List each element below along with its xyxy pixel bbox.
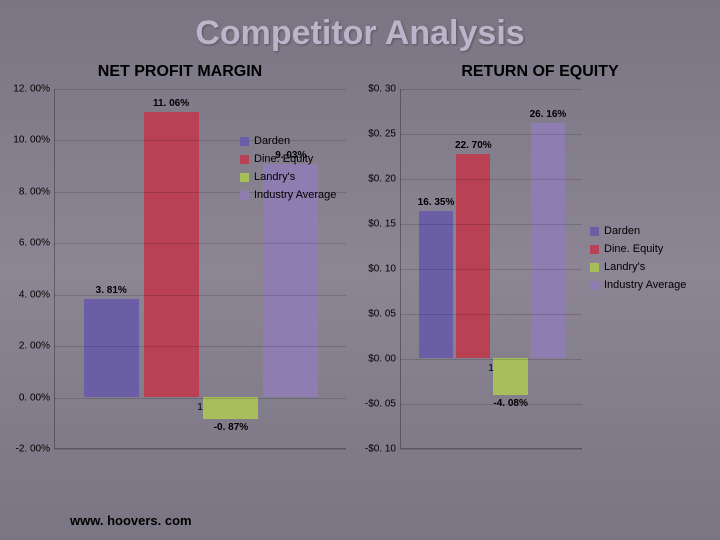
- x-axis-label: 1: [488, 363, 494, 467]
- legend-item-darden: Darden: [240, 135, 350, 147]
- legend-item-darden: Darden: [590, 225, 710, 237]
- gridline: [400, 359, 582, 360]
- gridline: [400, 89, 582, 90]
- legend-label: Dine. Equity: [604, 243, 663, 255]
- legend-item-industry: Industry Average: [590, 279, 710, 291]
- footer-url: www. hoovers. com: [70, 513, 192, 528]
- legend-swatch: [590, 227, 599, 236]
- bar-landrys: [493, 358, 527, 395]
- legend-swatch: [240, 137, 249, 146]
- y-axis-label: $0. 20: [352, 174, 396, 185]
- legend-label: Landry's: [254, 171, 295, 183]
- left-legend: Darden Dine. Equity Landry's Industry Avera…: [240, 129, 350, 207]
- legend-label: Darden: [604, 225, 640, 237]
- legend-label: Industry Average: [604, 279, 686, 291]
- legend-item-landrys: Landry's: [590, 261, 710, 273]
- y-axis-label: $0. 05: [352, 309, 396, 320]
- y-axis-label: 4. 00%: [6, 289, 50, 300]
- gridline: [400, 134, 582, 135]
- y-axis-label: -$0. 05: [352, 399, 396, 410]
- bar-dineequity: [144, 112, 199, 396]
- y-axis-label: 10. 00%: [6, 135, 50, 146]
- legend-label: Landry's: [604, 261, 645, 273]
- bar-darden: [419, 211, 453, 358]
- legend-item-dineequity: Dine. Equity: [590, 243, 710, 255]
- gridline: [400, 224, 582, 225]
- legend-swatch: [590, 245, 599, 254]
- bar-label-industry: 26. 16%: [530, 109, 567, 120]
- left-chart-title: NET PROFIT MARGIN: [0, 63, 360, 81]
- gridline: [54, 89, 346, 90]
- gridline: [400, 179, 582, 180]
- legend-swatch: [590, 281, 599, 290]
- right-chart-title: RETURN OF EQUITY: [360, 63, 720, 81]
- legend-label: Dine. Equity: [254, 153, 313, 165]
- legend-swatch: [240, 155, 249, 164]
- legend-item-industry: Industry Average: [240, 189, 350, 201]
- legend-item-dineequity: Dine. Equity: [240, 153, 350, 165]
- x-axis-label: 1: [197, 402, 203, 467]
- gridline: [54, 346, 346, 347]
- gridline: [400, 269, 582, 270]
- bar-industry: [531, 123, 565, 358]
- gridline: [54, 398, 346, 399]
- y-axis-label: -$0. 10: [352, 444, 396, 455]
- gridline: [400, 314, 582, 315]
- right-legend: Darden Dine. Equity Landry's Industry Avera…: [590, 219, 710, 297]
- page-title: Competitor Analysis: [0, 0, 720, 53]
- y-axis-label: 12. 00%: [6, 84, 50, 95]
- y-axis-label: 0. 00%: [6, 392, 50, 403]
- y-axis-label: 6. 00%: [6, 238, 50, 249]
- legend-swatch: [590, 263, 599, 272]
- y-axis-label: $0. 25: [352, 129, 396, 140]
- gridline: [54, 295, 346, 296]
- bar-darden: [84, 299, 139, 397]
- bar-label-dineequity: 11. 06%: [153, 98, 189, 109]
- gridline: [54, 243, 346, 244]
- y-axis-label: $0. 15: [352, 219, 396, 230]
- bar-landrys: [203, 397, 258, 419]
- bar-label-darden: 16. 35%: [418, 197, 455, 208]
- bar-dineequity: [456, 154, 490, 358]
- y-axis-label: $0. 10: [352, 264, 396, 275]
- y-axis-label: $0. 30: [352, 84, 396, 95]
- y-axis-label: -2. 00%: [6, 444, 50, 455]
- y-axis-label: 2. 00%: [6, 341, 50, 352]
- bar-label-dineequity: 22. 70%: [455, 140, 492, 151]
- legend-swatch: [240, 173, 249, 182]
- legend-label: Darden: [254, 135, 290, 147]
- y-axis-label: 8. 00%: [6, 186, 50, 197]
- y-axis-label: $0. 00: [352, 354, 396, 365]
- legend-swatch: [240, 191, 249, 200]
- bar-label-landrys: -0. 87%: [214, 422, 248, 433]
- legend-label: Industry Average: [254, 189, 336, 201]
- legend-item-landrys: Landry's: [240, 171, 350, 183]
- return-of-equity-chart: 16. 35%22. 70%-4. 08%26. 16% $0. 30$0. 2…: [352, 89, 582, 489]
